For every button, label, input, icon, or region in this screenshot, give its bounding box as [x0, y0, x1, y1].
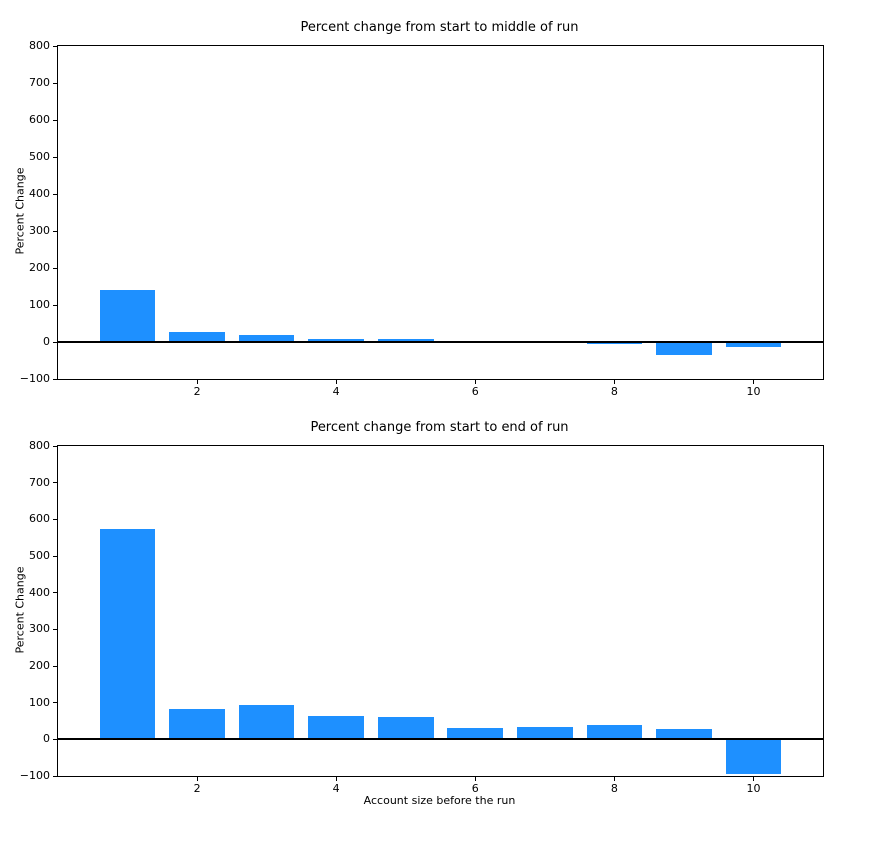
- y-tick-label: 100: [29, 298, 50, 311]
- x-tick-label: 4: [332, 782, 340, 795]
- x-tick-mark: [752, 380, 754, 384]
- x-tick-label: 10: [746, 385, 761, 398]
- y-tick-mark: [53, 119, 57, 121]
- y-tick-label: 100: [29, 695, 50, 709]
- x-tick-mark: [474, 380, 476, 384]
- y-tick-mark: [53, 775, 57, 777]
- zero-line: [58, 738, 823, 741]
- y-tick-label: 300: [29, 622, 50, 636]
- bar: [99, 290, 156, 342]
- x-tick-mark: [196, 777, 198, 781]
- x-tick-label: 2: [193, 385, 201, 398]
- chart-title-bottom: Percent change from start to end of run: [310, 420, 569, 435]
- y-tick-label: 500: [29, 150, 50, 163]
- y-tick-mark: [53, 702, 57, 704]
- y-tick-mark: [53, 555, 57, 557]
- y-tick-label: 700: [29, 475, 50, 489]
- y-tick-mark: [53, 45, 57, 47]
- bar: [308, 716, 364, 740]
- y-tick-mark: [53, 518, 57, 520]
- y-tick-label: 500: [29, 549, 50, 562]
- bar: [725, 342, 782, 348]
- bar: [447, 727, 504, 740]
- x-tick-label: 6: [471, 385, 479, 398]
- y-tick-mark: [53, 378, 57, 380]
- y-tick-label: 200: [29, 659, 50, 672]
- x-tick-mark: [335, 777, 337, 781]
- y-tick-mark: [53, 445, 57, 447]
- y-tick-label: 400: [29, 585, 50, 599]
- bar: [308, 339, 364, 342]
- y-tick-label: 600: [29, 512, 50, 526]
- bar: [377, 339, 434, 342]
- y-axis-label-top: Percent Change: [13, 167, 27, 255]
- bar: [656, 342, 712, 355]
- y-tick-label: −100: [19, 372, 50, 385]
- y-tick-label: 800: [29, 439, 50, 452]
- y-tick-mark: [53, 665, 57, 667]
- y-tick-label: 400: [29, 187, 50, 200]
- x-tick-mark: [613, 777, 615, 781]
- y-tick-mark: [53, 304, 57, 306]
- bar: [586, 725, 643, 740]
- bar: [238, 704, 295, 740]
- y-tick-label: 800: [29, 39, 50, 52]
- plot-area-top: −100 0 100 200 300 400 500 600 700 800 2 4 6 8 10: [20, 39, 824, 398]
- y-tick-label: 0: [43, 732, 50, 746]
- bar: [725, 739, 782, 775]
- y-tick-label: 300: [29, 224, 50, 237]
- x-tick-mark: [335, 380, 337, 384]
- x-tick-label: 4: [332, 385, 340, 398]
- x-tick-label: 8: [610, 385, 618, 398]
- bar: [656, 728, 712, 740]
- y-tick-mark: [53, 738, 57, 740]
- y-tick-label: 600: [29, 113, 50, 126]
- bar: [99, 528, 156, 740]
- zero-line: [58, 341, 823, 343]
- y-tick-mark: [53, 82, 57, 84]
- x-tick-label: 6: [471, 782, 479, 795]
- y-tick-mark: [53, 267, 57, 269]
- y-tick-mark: [53, 341, 57, 343]
- bar: [169, 709, 225, 740]
- x-tick-mark: [196, 380, 198, 384]
- x-tick-label: 10: [746, 782, 761, 795]
- bar: [517, 726, 573, 740]
- y-tick-label: 700: [29, 76, 50, 89]
- y-tick-mark: [53, 193, 57, 195]
- y-tick-mark: [53, 592, 57, 594]
- y-tick-mark: [53, 482, 57, 484]
- x-tick-label: 2: [193, 782, 201, 795]
- y-tick-mark: [53, 230, 57, 232]
- x-tick-mark: [613, 380, 615, 384]
- y-axis-label-bottom: Percent Change: [13, 566, 27, 654]
- x-axis-label: Account size before the run: [363, 794, 516, 807]
- bar: [169, 332, 225, 342]
- y-tick-mark: [53, 628, 57, 630]
- x-tick-label: 8: [610, 782, 618, 795]
- x-tick-mark: [752, 777, 754, 781]
- bar: [377, 717, 434, 740]
- plot-area-bottom: −100 0 100 200 300 400 500 600 700 800 2 4 6 8 10: [20, 439, 824, 795]
- bar: [586, 342, 643, 345]
- bar: [238, 334, 295, 342]
- x-tick-mark: [474, 777, 476, 781]
- y-tick-label: −100: [19, 769, 50, 782]
- y-tick-label: 0: [43, 335, 50, 348]
- y-tick-label: 200: [29, 261, 50, 274]
- y-tick-mark: [53, 156, 57, 158]
- chart-title-top: Percent change from start to middle of r…: [300, 20, 579, 35]
